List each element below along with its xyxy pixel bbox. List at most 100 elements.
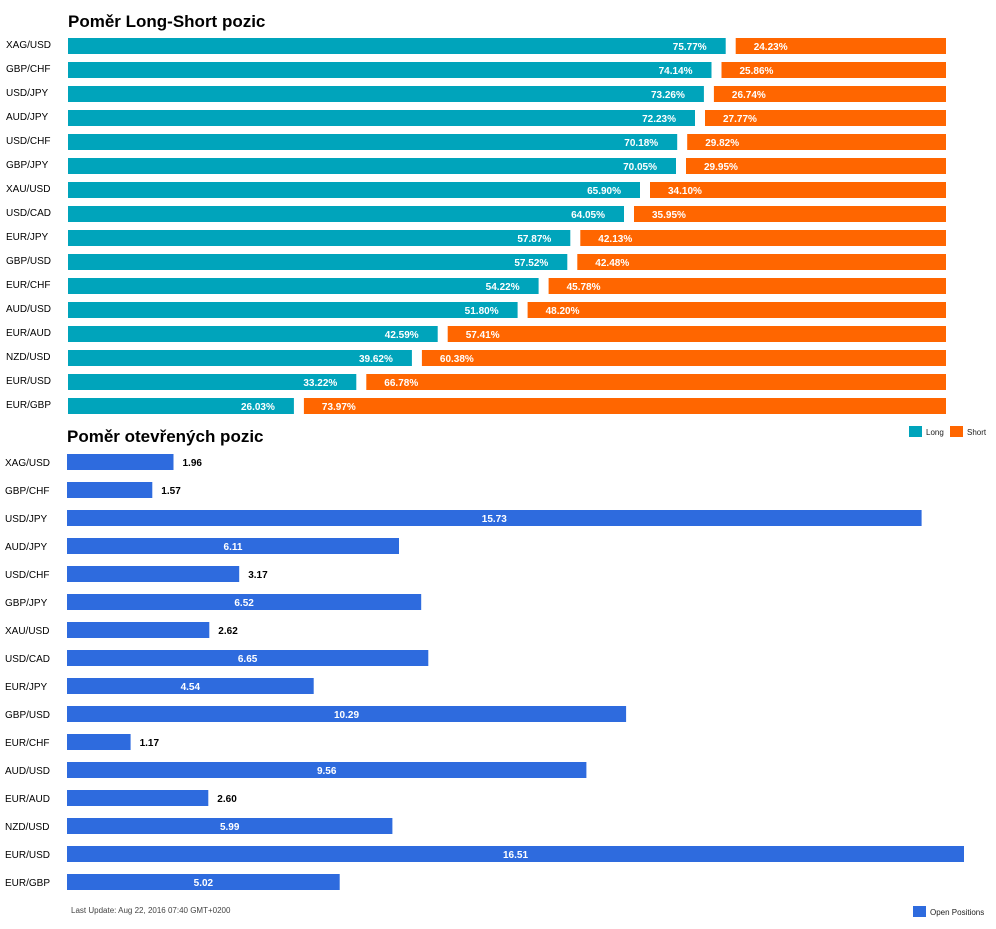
- long-value-label: 73.26%: [651, 90, 685, 101]
- long-bar: [68, 62, 712, 78]
- category-label: USD/JPY: [5, 514, 48, 525]
- short-bar: [686, 158, 946, 174]
- short-value-label: 35.95%: [652, 210, 686, 221]
- short-value-label: 73.97%: [322, 402, 356, 413]
- short-value-label: 60.38%: [440, 354, 474, 365]
- open-positions-bar: [67, 622, 210, 638]
- short-value-label: 42.48%: [595, 258, 629, 269]
- open-positions-bar: [67, 874, 340, 890]
- long-value-label: 33.22%: [303, 378, 337, 389]
- short-bar: [687, 134, 946, 150]
- long-value-label: 72.23%: [642, 114, 676, 125]
- category-label: EUR/CHF: [6, 280, 50, 291]
- category-label: AUD/USD: [5, 766, 50, 777]
- short-bar: [650, 182, 946, 198]
- short-value-label: 34.10%: [668, 186, 702, 197]
- legend-open-swatch: [913, 906, 926, 917]
- category-label: GBP/JPY: [5, 598, 48, 609]
- long-bar: [68, 374, 357, 390]
- long-bar: [68, 182, 640, 198]
- short-value-label: 27.77%: [723, 114, 757, 125]
- short-bar: [548, 278, 946, 294]
- category-label: GBP/JPY: [6, 160, 49, 171]
- open-value-label: 6.11: [224, 542, 243, 553]
- long-bar: [68, 254, 568, 270]
- legend-long-label: Long: [926, 428, 944, 437]
- long-bar: [68, 110, 695, 126]
- short-bar: [705, 110, 946, 126]
- open-value-label: 1.96: [183, 458, 203, 469]
- category-label: EUR/USD: [5, 850, 50, 861]
- category-label: EUR/JPY: [6, 232, 49, 243]
- category-label: USD/JPY: [6, 88, 49, 99]
- short-value-label: 26.74%: [732, 90, 766, 101]
- category-label: EUR/GBP: [5, 878, 50, 889]
- long-bar: [68, 38, 726, 54]
- long-bar: [68, 206, 624, 222]
- long-value-label: 57.52%: [514, 258, 548, 269]
- open-positions-chart: XAG/USD 1.96 GBP/CHF 1.57 USD/JPY 15.73 AUD/JP…: [5, 454, 964, 890]
- category-label: XAU/USD: [6, 184, 50, 195]
- long-short-legend: Long Short: [909, 426, 987, 437]
- long-bar: [68, 326, 438, 342]
- open-positions-bar: [67, 594, 422, 610]
- long-value-label: 26.03%: [241, 402, 275, 413]
- long-value-label: 42.59%: [385, 330, 419, 341]
- long-value-label: 70.18%: [624, 138, 658, 149]
- long-value-label: 70.05%: [623, 162, 657, 173]
- legend-open-label: Open Positions: [930, 908, 984, 917]
- open-positions-bar: [67, 818, 393, 834]
- short-value-label: 45.78%: [567, 282, 601, 293]
- long-value-label: 54.22%: [486, 282, 520, 293]
- category-label: EUR/CHF: [5, 738, 49, 749]
- open-positions-bar: [67, 762, 587, 778]
- short-bar: [421, 350, 946, 366]
- open-value-label: 4.54: [181, 682, 201, 693]
- short-value-label: 25.86%: [740, 66, 774, 77]
- long-value-label: 75.77%: [673, 42, 707, 53]
- category-label: USD/CAD: [5, 654, 50, 665]
- category-label: EUR/USD: [6, 376, 51, 387]
- category-label: AUD/JPY: [5, 542, 48, 553]
- category-label: XAG/USD: [6, 40, 51, 51]
- last-update-text: Last Update: Aug 22, 2016 07:40 GMT+0200: [71, 906, 231, 915]
- open-positions-bar: [67, 706, 627, 722]
- category-label: GBP/USD: [6, 256, 51, 267]
- open-value-label: 2.60: [217, 794, 237, 805]
- category-label: NZD/USD: [5, 822, 49, 833]
- long-bar: [68, 302, 518, 318]
- open-value-label: 15.73: [482, 514, 507, 525]
- category-label: USD/CAD: [6, 208, 51, 219]
- open-value-label: 6.65: [238, 654, 258, 665]
- open-positions-bar: [67, 678, 314, 694]
- category-label: XAU/USD: [5, 626, 49, 637]
- long-short-title: Poměr Long-Short pozic: [68, 12, 265, 31]
- short-bar: [580, 230, 946, 246]
- short-bar: [735, 38, 946, 54]
- open-value-label: 10.29: [334, 710, 359, 721]
- open-value-label: 1.57: [161, 486, 181, 497]
- long-value-label: 74.14%: [659, 66, 693, 77]
- category-label: EUR/AUD: [5, 794, 50, 805]
- category-label: GBP/USD: [5, 710, 50, 721]
- short-bar: [721, 62, 946, 78]
- long-value-label: 39.62%: [359, 354, 393, 365]
- open-value-label: 3.17: [248, 570, 268, 581]
- open-positions-legend: Open Positions: [913, 906, 984, 917]
- category-label: XAG/USD: [5, 458, 50, 469]
- short-value-label: 57.41%: [466, 330, 500, 341]
- open-value-label: 5.02: [194, 878, 214, 889]
- category-label: USD/CHF: [6, 136, 50, 147]
- short-bar: [303, 398, 946, 414]
- open-value-label: 5.99: [220, 822, 240, 833]
- open-positions-title: Poměr otevřených pozic: [67, 427, 264, 446]
- short-bar: [577, 254, 946, 270]
- category-label: EUR/GBP: [6, 400, 51, 411]
- open-positions-bar: [67, 538, 399, 554]
- legend-long-swatch: [909, 426, 922, 437]
- category-label: USD/CHF: [5, 570, 49, 581]
- short-value-label: 29.82%: [705, 138, 739, 149]
- short-value-label: 66.78%: [384, 378, 418, 389]
- open-positions-bar: [67, 566, 240, 582]
